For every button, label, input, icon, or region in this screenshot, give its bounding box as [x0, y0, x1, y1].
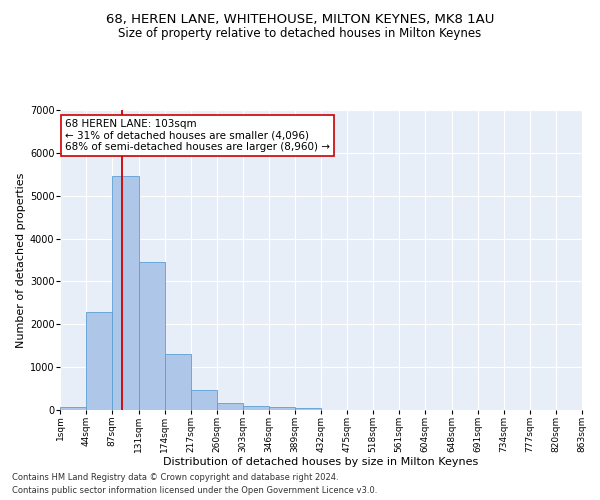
Text: 68, HEREN LANE, WHITEHOUSE, MILTON KEYNES, MK8 1AU: 68, HEREN LANE, WHITEHOUSE, MILTON KEYNE…: [106, 12, 494, 26]
Bar: [243, 406, 269, 410]
Bar: [217, 403, 243, 410]
Y-axis label: Number of detached properties: Number of detached properties: [16, 172, 26, 348]
Bar: [60, 406, 86, 410]
Text: Size of property relative to detached houses in Milton Keynes: Size of property relative to detached ho…: [118, 28, 482, 40]
Bar: [269, 408, 295, 410]
Bar: [295, 408, 321, 410]
Bar: [86, 312, 112, 410]
Text: Contains public sector information licensed under the Open Government Licence v3: Contains public sector information licen…: [12, 486, 377, 495]
Bar: [112, 176, 139, 410]
Text: 68 HEREN LANE: 103sqm
← 31% of detached houses are smaller (4,096)
68% of semi-d: 68 HEREN LANE: 103sqm ← 31% of detached …: [65, 119, 330, 152]
X-axis label: Distribution of detached houses by size in Milton Keynes: Distribution of detached houses by size …: [163, 458, 479, 468]
Bar: [139, 262, 165, 410]
Bar: [165, 354, 191, 410]
Bar: [191, 390, 217, 410]
Text: Contains HM Land Registry data © Crown copyright and database right 2024.: Contains HM Land Registry data © Crown c…: [12, 474, 338, 482]
